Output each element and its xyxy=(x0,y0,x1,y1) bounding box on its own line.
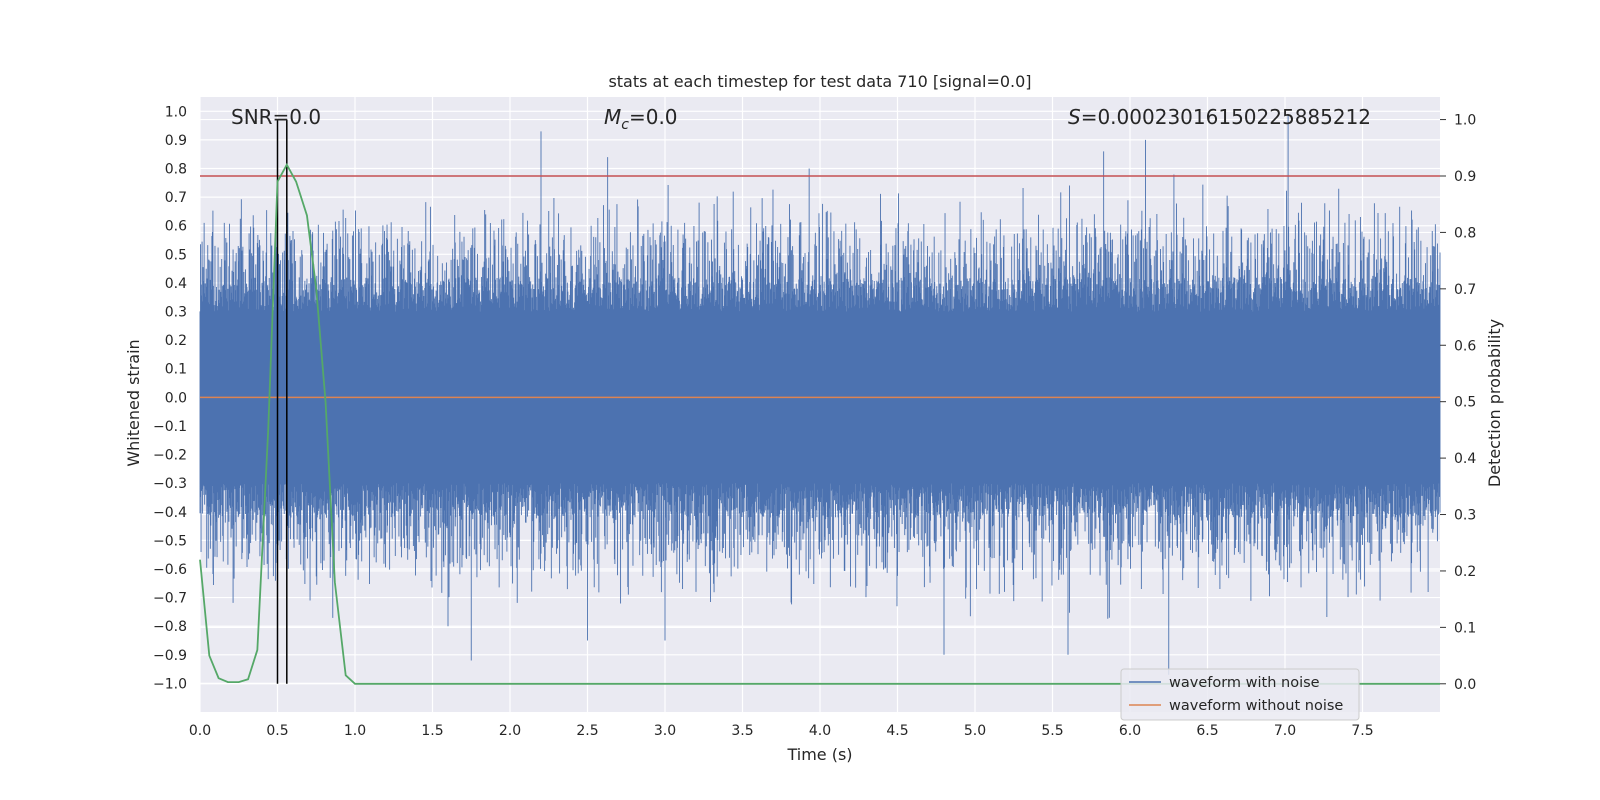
y-left-tick-label: −0.6 xyxy=(153,562,187,578)
y-left-tick-label: 0.0 xyxy=(165,390,187,406)
y-right-tick-label: 1.0 xyxy=(1454,113,1476,129)
x-tick-label: 4.0 xyxy=(809,723,831,739)
axes-layer: 0.0 0.5 1.0 1.5 2.0 2.5 3.0 3.5 4.0 4.5 5.0 5.5 6.0 6… xyxy=(153,104,1476,739)
y-left-tick-label: 0.3 xyxy=(165,305,187,321)
y-right-tick-label: 0.5 xyxy=(1454,395,1476,411)
detection-probability-line xyxy=(199,162,1440,685)
legend-box xyxy=(1120,668,1360,721)
marks-layer xyxy=(199,119,1440,685)
y-left-tick-label: −0.4 xyxy=(153,505,187,521)
x-tick-label: 3.0 xyxy=(654,723,676,739)
x-tick-label: 0.5 xyxy=(266,723,288,739)
x-tick-label: 5.0 xyxy=(964,723,986,739)
y-right-tick-label: 0.0 xyxy=(1454,677,1476,693)
s-value: =0.00023016150225885212 xyxy=(1081,105,1371,129)
x-tick-label: 6.0 xyxy=(1119,723,1141,739)
y-right-tick-label: 0.9 xyxy=(1454,169,1476,185)
y-left-tick-label: −0.7 xyxy=(153,591,187,607)
x-tick-label: 7.5 xyxy=(1351,723,1373,739)
y-left-tick-label: 0.6 xyxy=(165,219,187,235)
x-tick-label: 5.5 xyxy=(1041,723,1063,739)
y-right-tick-label: 0.2 xyxy=(1454,564,1476,580)
y-left-tick-label: 0.9 xyxy=(165,133,187,149)
x-tick-label: 4.5 xyxy=(886,723,908,739)
legend: waveform with noise waveform without noi… xyxy=(1120,668,1360,721)
x-tick-label: 1.5 xyxy=(421,723,443,739)
y-axis-label-right: Detection probability xyxy=(1485,319,1504,487)
y-left-tick-label: −1.0 xyxy=(153,676,187,692)
mc-subscript: c xyxy=(621,117,629,133)
score-annotation: S=0.00023016150225885212 xyxy=(1068,105,1371,129)
y-right-tick-label: 0.3 xyxy=(1454,508,1476,524)
legend-label-noise: waveform with noise xyxy=(1169,675,1320,691)
y-right-tick-label: 0.1 xyxy=(1454,620,1476,636)
x-tick-label: 0.0 xyxy=(189,723,211,739)
y-right-tick-label: 0.8 xyxy=(1454,225,1476,241)
x-tick-label: 2.5 xyxy=(576,723,598,739)
y-right-tick-label: 0.7 xyxy=(1454,282,1476,298)
y-left-tick-label: 0.5 xyxy=(165,247,187,263)
snr-annotation: SNR=0.0 xyxy=(231,105,321,129)
s-symbol: S xyxy=(1068,105,1081,129)
x-tick-label: 6.5 xyxy=(1196,723,1218,739)
x-tick-label: 7.0 xyxy=(1274,723,1296,739)
legend-label-clean: waveform without noise xyxy=(1169,698,1343,714)
chart-title: stats at each timestep for test data 710… xyxy=(608,72,1031,91)
chirp-mass-annotation: Mc=0.0 xyxy=(604,105,678,133)
y-left-tick-label: 0.1 xyxy=(165,362,187,378)
x-tick-label: 1.0 xyxy=(344,723,366,739)
y-left-tick-label: −0.1 xyxy=(153,419,187,435)
y-left-tick-label: −0.2 xyxy=(153,448,187,464)
x-tick-label: 3.5 xyxy=(731,723,753,739)
y-left-tick-label: 1.0 xyxy=(165,104,187,120)
mc-value: =0.0 xyxy=(629,105,678,129)
y-axis-label-left: Whitened strain xyxy=(124,339,143,466)
y-left-tick-label: −0.8 xyxy=(153,619,187,635)
y-left-tick-label: 0.4 xyxy=(165,276,187,292)
y-right-tick-label: 0.4 xyxy=(1454,451,1476,467)
y-left-tick-label: −0.3 xyxy=(153,476,187,492)
y-left-tick-label: −0.9 xyxy=(153,648,187,664)
y-left-tick-label: 0.8 xyxy=(165,162,187,178)
y-left-tick-label: 0.2 xyxy=(165,333,187,349)
y-left-tick-label: 0.7 xyxy=(165,190,187,206)
x-axis-label: Time (s) xyxy=(786,745,852,764)
y-left-tick-label: −0.5 xyxy=(153,533,187,549)
y-right-tick-label: 0.6 xyxy=(1454,338,1476,354)
x-tick-label: 2.0 xyxy=(499,723,521,739)
mc-symbol: M xyxy=(604,105,621,129)
